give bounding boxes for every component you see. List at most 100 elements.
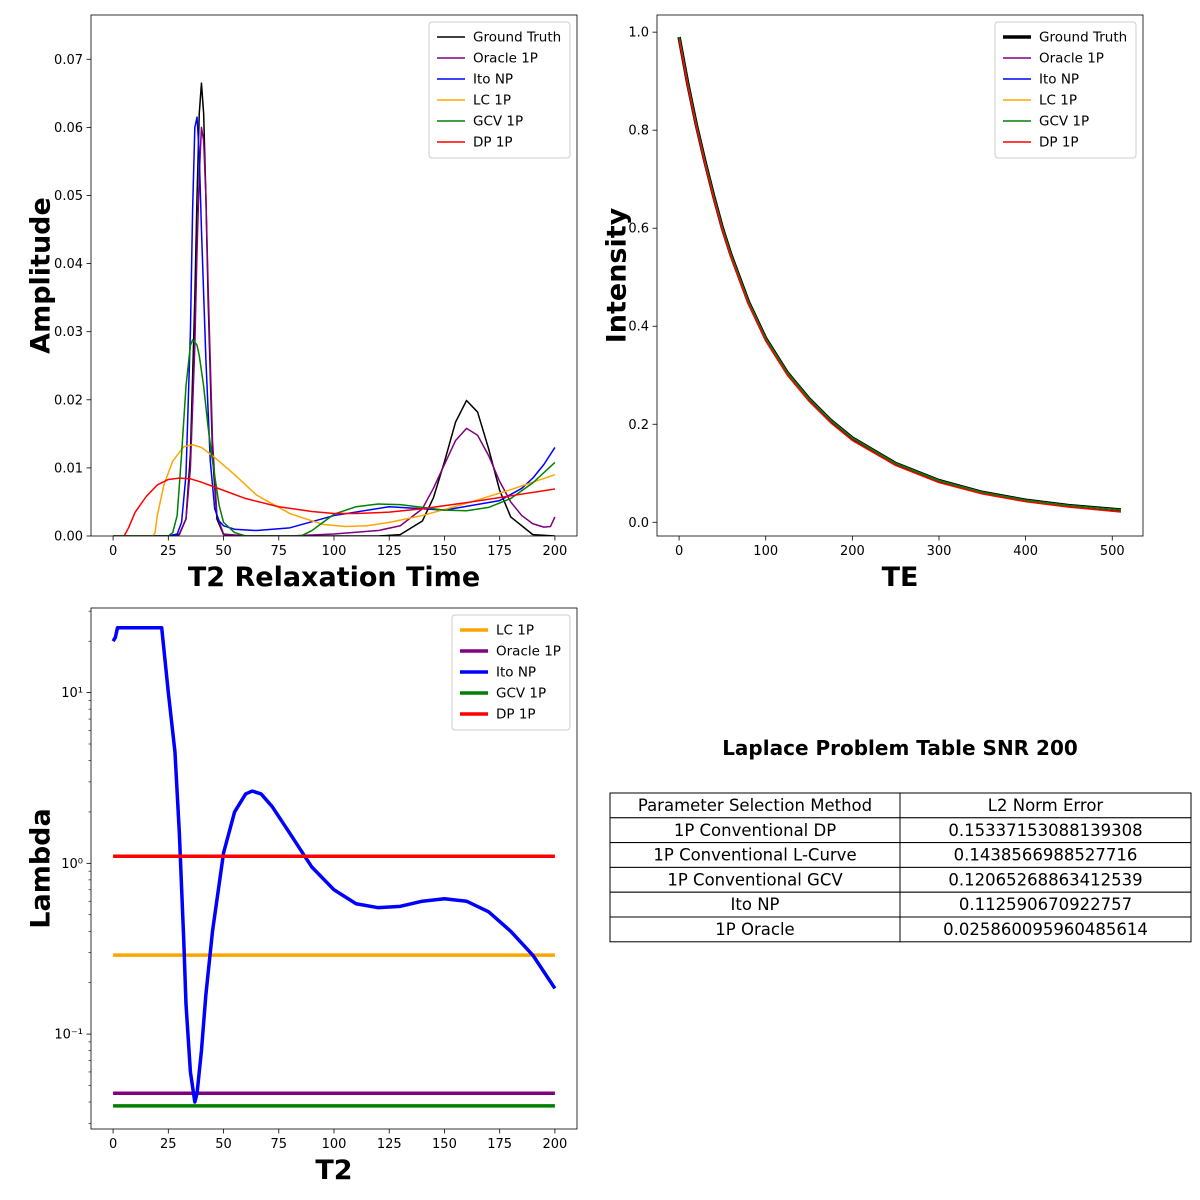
legend-label-gcv-1p: GCV 1P [496,686,546,702]
y-tick-label: 0.00 [54,530,83,545]
column-header-error: L2 Norm Error [988,796,1104,815]
table-cell [899,792,1192,819]
legend-label-ito-np: Ito NP [473,72,513,88]
x-tick-label: 500 [1100,544,1125,559]
y-tick-label: 0.4 [628,320,649,335]
x-tick-label: 300 [927,544,952,559]
legend-label-dp-1p: DP 1P [496,707,536,723]
series-lines [677,36,1122,513]
y-tick-label: 0.2 [628,418,649,433]
x-axis-title: TE [882,562,919,593]
table-cell [899,891,1192,918]
series-line-lc-1p [113,443,556,536]
cell-error: 0.025860095960485614 [943,920,1148,939]
y-tick-label: 0.07 [54,53,83,68]
table-row: 1P Conventional GCV 0.12065268863412539 [609,866,1192,893]
x-tick-label: 25 [160,544,177,559]
y-tick-label: 10¹ [61,686,83,701]
cell-error: 0.1438566988527716 [954,846,1138,865]
legend-label-oracle-1p: Oracle 1P [1039,51,1104,67]
legend-label-lc-1p: LC 1P [473,93,511,109]
axes-frame [656,14,1144,537]
table-row: 1P Conventional L-Curve 0.143856698852771… [609,842,1192,868]
cell-method: 1P Conventional DP [674,821,836,840]
series-line-ito-np [113,116,556,536]
series-line-ground-truth [113,82,555,536]
x-tick-label: 100 [322,1137,347,1152]
table-cell [899,866,1192,893]
y-tick-label: 1.0 [628,26,649,41]
results-table: Laplace Problem Table SNR 200 Parameter S… [609,736,1192,943]
table-row: 1P Conventional DP 0.15337153088139308 [609,817,1192,844]
x-tick-label: 125 [377,1137,402,1152]
x-tick-label: 50 [215,544,232,559]
y-tick-label: 0.6 [628,222,649,237]
series-lines [113,82,556,536]
table-row: 1P Oracle 0.025860095960485614 [609,916,1192,943]
y-tick-label: 0.02 [54,393,83,408]
y-tick-label: 0.04 [54,257,83,272]
y-tick-label: 10⁻¹ [54,1028,83,1043]
legend-label-ground-truth: Ground Truth [1039,30,1127,46]
intensity-plot: 0 100 200 300 400 500 0.0 0.2 0.4 0.6 0.8 1.0 TE Inte… [601,14,1144,593]
x-tick-label: 0 [675,544,683,559]
table-cell [899,842,1192,868]
x-tick-label: 125 [377,544,402,559]
legend-label-dp-1p: DP 1P [1039,135,1079,151]
series-line-ito-np [111,625,557,1104]
table-row: Ito NP 0.112590670922757 [609,891,1192,918]
legend-box [994,21,1137,159]
cell-method: Ito NP [731,895,780,914]
y-tick-label: 0.05 [54,189,83,204]
legend-label-oracle-1p: Oracle 1P [473,51,538,67]
x-tick-label: 200 [542,544,567,559]
x-axis-title: T2 [315,1155,352,1186]
x-tick-label: 0 [109,544,117,559]
y-tick-label: 0.03 [54,325,83,340]
y-tick-label: 0.06 [54,121,83,136]
x-axis-title: T2 Relaxation Time [188,562,480,593]
x-tick-label: 75 [270,544,287,559]
cell-error: 0.12065268863412539 [948,870,1142,889]
series-lines [111,625,557,1108]
x-tick-label: 150 [432,1137,457,1152]
table-cell [609,792,901,819]
x-tick-label: 50 [215,1137,232,1152]
table-cell [609,891,901,918]
legend-label-ito-np: Ito NP [496,665,536,681]
legend: LC 1P Oracle 1P Ito NP GCV 1P DP 1P [451,614,571,731]
x-tick-label: 100 [753,544,778,559]
table-cell [899,916,1192,943]
legend-label-ito-np: Ito NP [1039,72,1079,88]
y-tick-label: 0.01 [54,461,83,476]
legend-box [428,21,571,159]
legend-label-gcv-1p: GCV 1P [1039,114,1089,130]
series-line-dp-1p [123,477,556,536]
cell-method: 1P Conventional L-Curve [653,846,856,865]
legend-label-ground-truth: Ground Truth [473,30,561,46]
series-line-gcv-1p [113,339,556,536]
amplitude-plot: 0 25 50 75 100 125 150 175 200 0.00 0.01 0.02 0.03 0.… [25,14,578,593]
x-tick-label: 25 [160,1137,177,1152]
cell-error: 0.112590670922757 [959,895,1132,914]
series-line-dp-1p [678,39,1121,513]
lambda-plot: 0 25 50 75 100 125 150 175 200 10⁻¹ 10⁰ 10¹ T2 Lambda… [25,607,578,1186]
x-tick-label: 175 [487,544,512,559]
column-header-method: Parameter Selection Method [638,796,872,815]
legend: Ground Truth Oracle 1P Ito NP LC 1P GCV 1P DP… [428,21,571,159]
y-tick-label: 10⁰ [61,857,83,872]
cell-method: 1P Conventional GCV [667,870,843,889]
table-cell [609,817,901,844]
y-tick-label: 0.0 [628,516,649,531]
table-header-row: Parameter Selection Method L2 Norm Error [609,792,1192,819]
x-tick-label: 100 [322,544,347,559]
y-tick-label: 0.8 [628,124,649,139]
y-axis-title: Amplitude [25,197,56,354]
legend-label-gcv-1p: GCV 1P [473,114,523,130]
legend: Ground Truth Oracle 1P Ito NP LC 1P GCV 1P DP… [994,21,1137,159]
legend-box [451,614,571,731]
x-tick-label: 0 [109,1137,117,1152]
legend-label-lc-1p: LC 1P [1039,93,1077,109]
x-tick-label: 200 [840,544,865,559]
